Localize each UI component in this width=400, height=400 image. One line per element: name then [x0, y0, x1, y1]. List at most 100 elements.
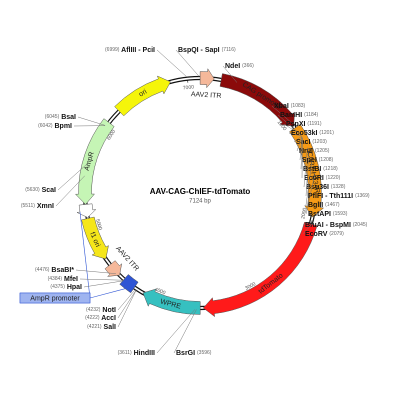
plasmid-title: AAV-CAG-ChIEF-tdTomato: [150, 187, 251, 196]
site-name: NruI: [299, 148, 313, 155]
site-line: [117, 290, 137, 319]
site-name: EcoRV: [305, 231, 328, 238]
site-name: XmnI: [37, 203, 54, 210]
site-line: [305, 151, 310, 197]
site-line: [305, 161, 313, 206]
site-position: (2079): [329, 231, 344, 237]
site-label: (6042) BpmI: [38, 123, 72, 130]
site-label: BfuAI - BspMI (2045): [305, 222, 368, 229]
site-position: (1369): [355, 193, 370, 199]
site-position: (1208): [319, 157, 334, 163]
feature-arrow: [114, 75, 171, 117]
site-label: EcoRV (2079): [305, 231, 344, 238]
site-name: ScaI: [42, 187, 56, 194]
tick-label: 5000: [94, 218, 103, 231]
feature-arrow: [289, 123, 325, 218]
plasmid-size: 7124 bp: [189, 199, 211, 205]
site-position: (5630): [25, 187, 40, 193]
site-label: BstAPI (1593): [308, 211, 348, 218]
feature-arrow: [219, 73, 295, 127]
site-name: PspXI: [286, 121, 306, 128]
tick-label: 1000: [276, 120, 288, 133]
site-name: BpmI: [55, 123, 73, 130]
site-label: BspQI - SapI (7116): [178, 47, 236, 54]
site-position: (6999): [105, 47, 120, 53]
site-position: (1220): [326, 175, 341, 181]
site-label: BstBI (1218): [303, 166, 338, 173]
site-label: NruI (1205): [299, 148, 330, 155]
site-name: HpaI: [67, 284, 82, 291]
site-name: PflFI - Tth111I: [308, 193, 353, 200]
site-name: NotI: [102, 307, 116, 314]
site-label: PspXI (1191): [286, 121, 322, 128]
site-name: BamHI: [280, 112, 302, 119]
site-label: BsrGI (3596): [176, 350, 212, 357]
site-position: (1184): [304, 112, 318, 118]
tick-label: 2000: [300, 207, 308, 219]
site-label: (3611) HindIII: [118, 350, 155, 357]
site-position: (1467): [325, 202, 340, 208]
site-line: [75, 269, 116, 274]
site-label: BamHI (1184): [280, 112, 319, 119]
site-position: (1083): [291, 103, 306, 109]
site-position: (1593): [333, 211, 348, 217]
site-line: [305, 173, 316, 215]
site-position: (4232): [86, 307, 101, 313]
site-name: NdeI: [225, 63, 240, 70]
site-line: [301, 137, 303, 179]
site-name: AflIII - PciI: [121, 47, 155, 54]
site-line: [222, 65, 238, 83]
feature-label: AmpR promoter: [30, 295, 80, 302]
site-line: [302, 223, 313, 235]
site-position: (6045): [45, 114, 60, 120]
site-name: BsrGI: [176, 350, 195, 357]
site-position: (5511): [21, 203, 35, 209]
site-position: (7116): [222, 47, 236, 53]
site-label: SacI (1203): [296, 139, 327, 146]
feature-callout-box: [19, 292, 91, 304]
feature-callout-line: [79, 211, 91, 299]
site-name: SpeI: [302, 157, 317, 164]
feature-arrow: [74, 118, 115, 205]
site-name: XbaI: [274, 103, 289, 110]
site-name: Bsu36I: [306, 184, 329, 191]
site-name: SacI: [296, 139, 310, 146]
site-name: BglII: [308, 202, 323, 209]
tick-label: 4000: [154, 287, 167, 297]
site-position: (4221): [87, 324, 102, 330]
site-label: (4476) BsaBI*: [35, 267, 74, 274]
site-line: [156, 49, 188, 78]
site-line: [302, 219, 314, 226]
site-line: [283, 123, 302, 136]
site-position: (4384): [48, 276, 63, 282]
site-name: BspQI - SapI: [178, 47, 220, 54]
site-position: (1201): [319, 130, 334, 136]
feature-arrow: [81, 216, 109, 260]
feature-callout-line: [89, 288, 126, 299]
site-name: Eco53kI: [291, 130, 318, 137]
site-name: SalI: [104, 324, 117, 331]
site-label: (4221) SalI: [87, 324, 116, 331]
site-position: (1218): [323, 166, 338, 172]
site-position: (3611): [118, 350, 132, 356]
feature-arrow: [104, 260, 123, 277]
site-name: BstAPI: [308, 211, 331, 218]
site-label: (4384) MfeI: [48, 276, 78, 283]
site-position: (366): [242, 63, 254, 69]
site-label: (5630) ScaI: [25, 187, 56, 194]
site-line: [299, 136, 303, 161]
site-line: [296, 136, 303, 152]
site-position: (1205): [315, 148, 330, 154]
site-label: NdeI (366): [225, 63, 254, 70]
site-label: (6999) AflIII - PciI: [105, 47, 155, 54]
site-position: (6042): [38, 123, 53, 129]
site-line: [77, 116, 106, 126]
tick-label: 6000: [106, 129, 117, 142]
feature-arrow: [142, 288, 201, 315]
site-position: (1191): [307, 121, 321, 127]
feature-label: AAV2 ITR: [191, 91, 222, 100]
site-line: [300, 137, 303, 170]
site-name: BsaBI*: [51, 267, 74, 274]
tick-label: 3000: [244, 281, 257, 292]
